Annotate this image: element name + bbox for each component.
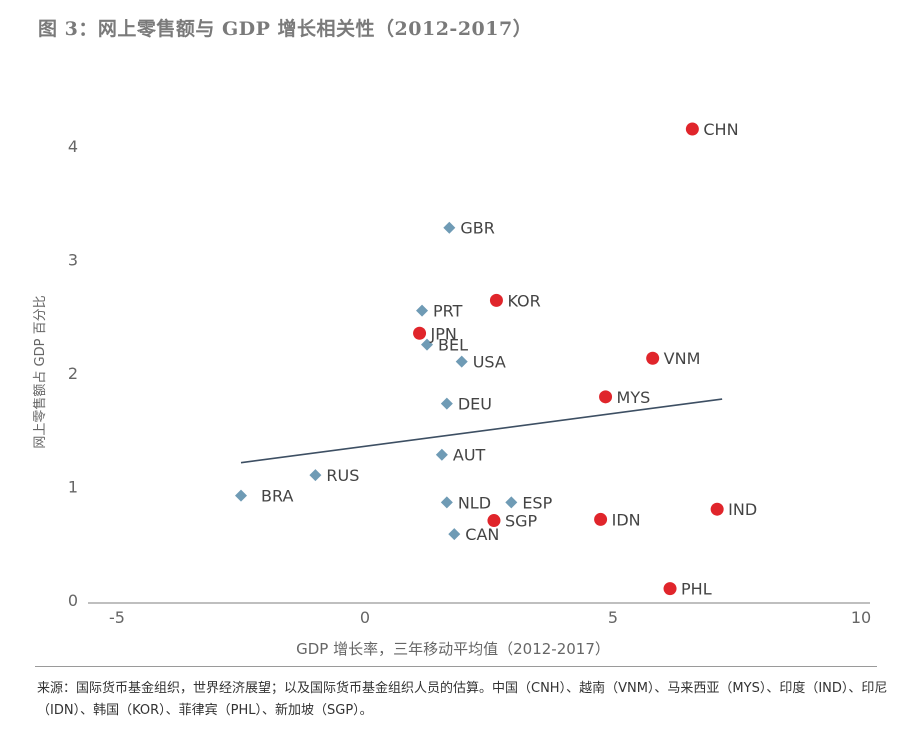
point-ind — [710, 502, 724, 516]
point-label-kor: KOR — [507, 291, 540, 310]
point-label-mys: MYS — [617, 388, 651, 407]
x-axis-label: GDP 增长率，三年移动平均值（2012-2017） — [296, 640, 610, 658]
y-tick-label: 0 — [68, 591, 78, 610]
point-rus — [309, 469, 322, 482]
x-tick-label: 10 — [851, 608, 871, 627]
y-tick-label: 1 — [68, 478, 78, 497]
point-bra — [235, 489, 247, 502]
x-tick-label: -5 — [109, 608, 125, 627]
point-label-rus: RUS — [326, 466, 359, 485]
point-label-chn: CHN — [703, 120, 738, 139]
y-tick-labels: 0 1 2 3 4 — [68, 137, 78, 610]
divider — [35, 666, 877, 667]
y-tick-label: 2 — [68, 364, 78, 383]
point-can — [448, 528, 461, 541]
point-aut — [435, 448, 448, 461]
point-prt — [416, 304, 429, 317]
x-tick-labels: -5 0 5 10 — [109, 608, 871, 627]
point-label-ind: IND — [728, 500, 757, 519]
y-tick-label: 4 — [68, 137, 78, 156]
point-label-sgp: SGP — [505, 512, 538, 531]
point-usa — [455, 355, 468, 368]
point-nld — [440, 496, 453, 509]
point-label-esp: ESP — [522, 493, 552, 512]
point-vnm — [646, 351, 660, 365]
point-kor — [489, 293, 503, 307]
point-label-usa: USA — [473, 353, 506, 372]
point-label-idn: IDN — [612, 510, 641, 529]
point-label-can: CAN — [465, 525, 499, 544]
point-label-prt: PRT — [433, 302, 463, 321]
point-label-phl: PHL — [681, 580, 712, 599]
x-tick-label: 5 — [608, 608, 618, 627]
point-label-bra: BRA — [261, 487, 293, 506]
data-points: GBR PRT BEL USA DEU AUT RUS BRA NLD ESP CAN CHN KOR J… — [235, 120, 757, 599]
point-sgp — [487, 514, 501, 528]
point-idn — [594, 512, 608, 526]
point-label-nld: NLD — [458, 493, 491, 512]
point-gbr — [443, 221, 456, 234]
point-bel — [421, 338, 433, 351]
point-phl — [663, 582, 677, 596]
chart-title: 图 3：网上零售额与 GDP 增长相关性（2012-2017） — [38, 18, 533, 40]
trend-line — [240, 398, 723, 464]
y-tick-label: 3 — [68, 251, 78, 270]
point-deu — [440, 397, 453, 410]
x-tick-label: 0 — [360, 608, 370, 627]
y-axis-label: 网上零售额占 GDP 百分比 — [32, 295, 48, 448]
point-esp — [505, 496, 518, 509]
point-label-vnm: VNM — [664, 349, 701, 368]
point-label-aut: AUT — [453, 446, 486, 465]
point-label-jpn: JPN — [430, 324, 457, 343]
point-jpn — [413, 326, 427, 340]
point-label-bel: BEL — [438, 336, 468, 355]
source-note: 来源：国际货币基金组织，世界经济展望；以及国际货币基金组织人员的估算。中国（CN… — [37, 681, 888, 718]
point-label-deu: DEU — [458, 395, 492, 414]
point-mys — [599, 390, 613, 404]
point-label-gbr: GBR — [460, 219, 495, 238]
point-chn — [685, 122, 699, 136]
